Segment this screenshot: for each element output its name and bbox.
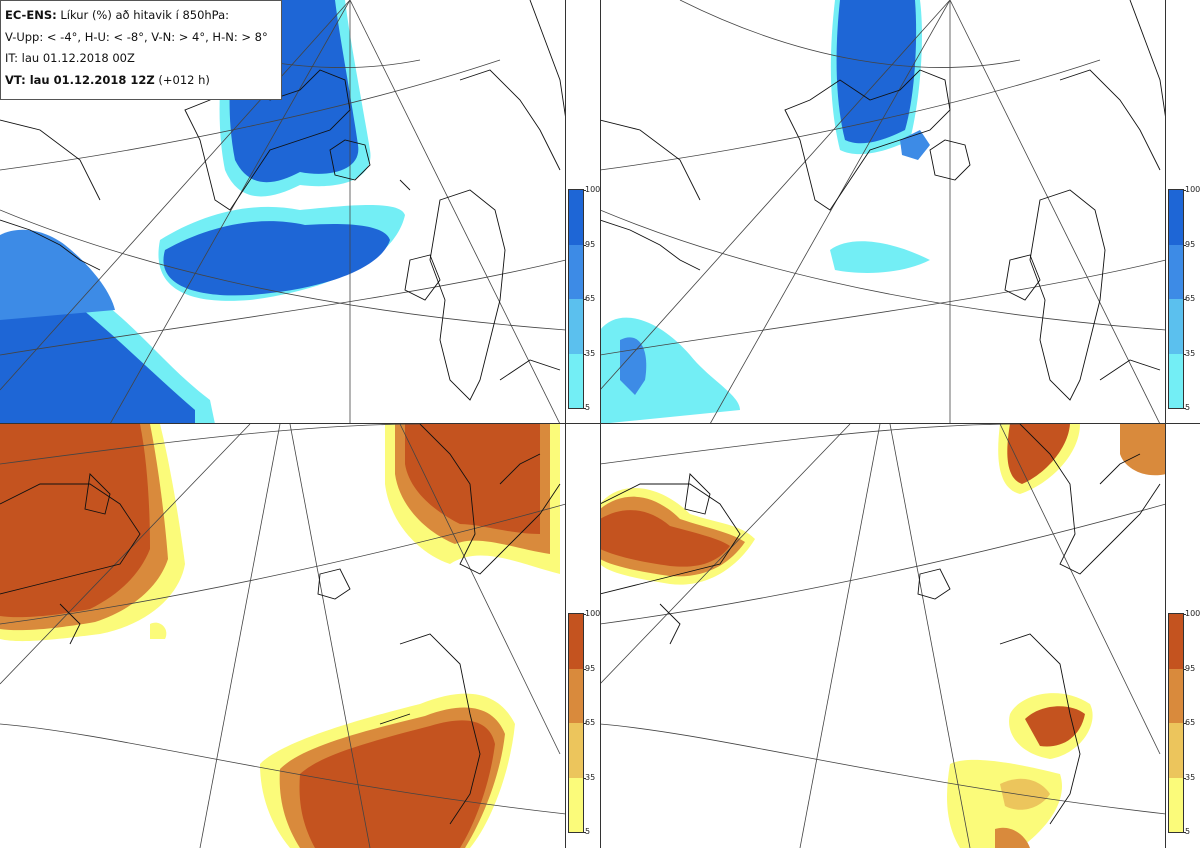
colorbar-segment: [1169, 353, 1183, 408]
colorbar-tick-mark: [583, 832, 586, 833]
colorbar-segment: [1169, 668, 1183, 723]
colorbar-tick-label: 100: [585, 609, 601, 618]
probability-map-svg: [600, 424, 1166, 848]
colorbar-tick-mark: [583, 723, 586, 724]
colorbar-tick-mark: [1183, 299, 1186, 300]
probability-shading: [600, 0, 930, 424]
probability-map-svg: [0, 424, 566, 848]
coastlines: [600, 0, 1166, 401]
colorbar-tick-label: 100: [1185, 609, 1200, 618]
colorbar-segment: [1169, 723, 1183, 778]
panel-border-tr-left: [600, 0, 601, 848]
legend-line-3: IT: lau 01.12.2018 00Z: [5, 51, 135, 65]
colorbar-tick-label: 5: [585, 827, 591, 836]
probability-shading: [600, 424, 1166, 848]
legend-line-1: EC-ENS: Líkur (%) að hitavik í 850hPa:: [5, 5, 277, 27]
colorbar-tick-mark: [1183, 668, 1186, 670]
colorbar-tick-label: 95: [585, 663, 596, 673]
colorbar-tick-label: 95: [1185, 663, 1196, 673]
colorbar-tick-mark: [583, 244, 586, 246]
colorbar-tick-label: 5: [585, 403, 591, 412]
colorbar-tick-label: 5: [1185, 827, 1191, 836]
colorbar-tick-label: 35: [1185, 348, 1196, 358]
map-panel-top-left: EC-ENS: Líkur (%) að hitavik í 850hPa: V…: [0, 0, 566, 424]
colorbar-tick-label: 35: [1185, 772, 1196, 782]
colorbar-tick-mark: [583, 614, 586, 615]
coastlines: [0, 0, 566, 401]
colorbar-tick-mark: [583, 408, 586, 409]
map-panel-bottom-left: [0, 424, 566, 848]
probability-map-svg: [600, 0, 1166, 424]
legend-line-4: VT: lau 01.12.2018 12Z (+012 h): [5, 70, 277, 92]
colorbar-tick-mark: [583, 299, 586, 300]
colorbar-tick-mark: [1183, 832, 1186, 833]
graticule-lines: [0, 424, 566, 848]
colorbar-tick-label: 5: [1185, 403, 1191, 412]
legend-model-name: EC-ENS:: [5, 8, 57, 22]
panel-border-tr-right: [1165, 0, 1166, 848]
colorbar-cold-right: 100 95 65 35 5: [1168, 186, 1200, 412]
colorbar-tick-mark: [583, 353, 586, 355]
map-legend-box: EC-ENS: Líkur (%) að hitavik í 850hPa: V…: [0, 0, 282, 100]
colorbar-segment: [569, 614, 583, 669]
colorbar-segment: [1169, 190, 1183, 245]
colorbar-tick-mark: [583, 777, 586, 779]
colorbar-tick-mark: [1183, 723, 1186, 724]
colorbar-tick-label: 65: [585, 718, 596, 727]
graticule-lines: [600, 0, 1166, 424]
colorbar-tick-mark: [1183, 190, 1186, 191]
colorbar-tick-label: 65: [585, 294, 596, 303]
colorbar-segment: [569, 777, 583, 832]
colorbar-tick-mark: [1183, 614, 1186, 615]
colorbar-tick-label: 95: [585, 239, 596, 249]
colorbar-tick-label: 95: [1185, 239, 1196, 249]
graticule-lines: [600, 424, 1166, 848]
colorbar-segment: [1169, 614, 1183, 669]
colorbar-segment: [569, 299, 583, 354]
colorbar-segment: [569, 668, 583, 723]
colorbar-tick-mark: [1183, 244, 1186, 246]
colorbar-tick-label: 65: [1185, 294, 1196, 303]
colorbar-warm-left: 100 95 65 35 5: [568, 610, 600, 836]
colorbar-segment: [1169, 244, 1183, 299]
colorbar-segment: [569, 353, 583, 408]
colorbar-segment: [569, 723, 583, 778]
colorbar-tick-mark: [1183, 777, 1186, 779]
map-panel-bottom-right: [600, 424, 1166, 848]
colorbar-segment: [1169, 777, 1183, 832]
panel-border-tl: [565, 0, 566, 848]
legend-description: Líkur (%) að hitavik í 850hPa:: [56, 8, 230, 22]
colorbar-tick-mark: [1183, 353, 1186, 355]
legend-line-2: V-Upp: < -4°, H-U: < -8°, V-N: > 4°, H-N…: [5, 29, 268, 44]
colorbar-tick-label: 65: [1185, 718, 1196, 727]
colorbar-warm-right: 100 95 65 35 5: [1168, 610, 1200, 836]
colorbar-segment: [569, 244, 583, 299]
coastlines: [0, 424, 561, 825]
coastlines: [600, 424, 1161, 825]
legend-forecast-hour: (+012 h): [154, 72, 210, 87]
colorbar-tick-mark: [583, 668, 586, 670]
colorbar-tick-mark: [583, 190, 586, 191]
colorbar-tick-label: 35: [585, 348, 596, 358]
legend-valid-time: VT: lau 01.12.2018 12Z: [5, 72, 155, 87]
colorbar-tick-mark: [1183, 408, 1186, 409]
colorbar-tick-label: 100: [1185, 185, 1200, 194]
colorbar-segment: [1169, 299, 1183, 354]
map-panel-top-right: [600, 0, 1166, 424]
colorbar-segment: [569, 190, 583, 245]
colorbar-tick-label: 100: [585, 185, 601, 194]
probability-shading: [0, 424, 560, 848]
colorbar-tick-label: 35: [585, 772, 596, 782]
colorbar-cold-left: 100 95 65 35 5: [568, 186, 600, 412]
